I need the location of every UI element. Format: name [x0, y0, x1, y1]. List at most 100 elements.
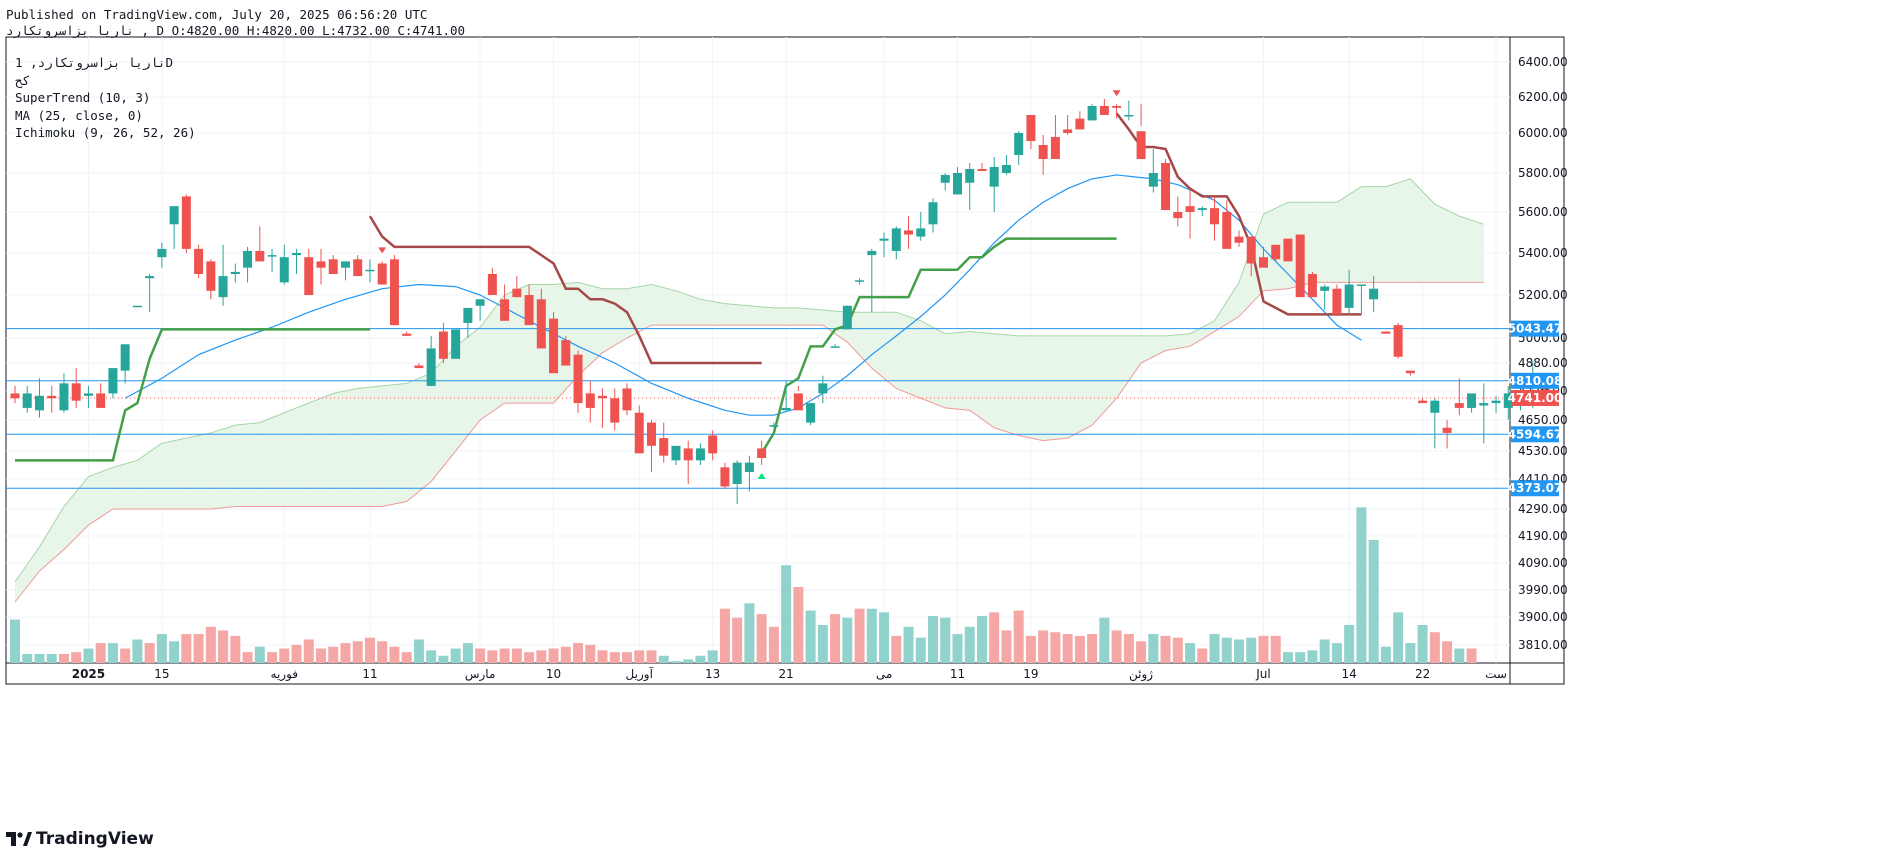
volume-bar [842, 617, 853, 663]
ichimoku-cloud-segment [798, 307, 823, 326]
candle-body [1381, 331, 1391, 334]
volume-bar [548, 648, 559, 663]
volume-bar [1466, 648, 1477, 663]
volume-bar [1393, 612, 1404, 663]
ichimoku-cloud-segment [773, 307, 799, 326]
volume-bar [22, 653, 33, 663]
price-tick-label: 4530.00 [1518, 444, 1568, 458]
supertrend-up [15, 328, 370, 462]
candle-body [1185, 206, 1195, 212]
candle-body [818, 383, 828, 394]
supertrend-up [760, 237, 1117, 454]
hline-price-tag-bg [1511, 320, 1559, 337]
candle-body [1467, 393, 1477, 408]
ichimoku-cloud-segment [847, 312, 872, 369]
volume-bar [1185, 643, 1196, 663]
candle-body [206, 261, 216, 291]
ichimoku-cloud-segment [651, 284, 676, 326]
volume-bar [316, 648, 326, 663]
volume-bar [1038, 630, 1049, 663]
candle-body [671, 445, 681, 461]
time-tick-label: می [876, 667, 892, 681]
candle-body [1246, 236, 1256, 264]
candle-body [598, 395, 608, 399]
volume-bar [475, 648, 486, 663]
candle-body [879, 238, 889, 241]
ichimoku-cloud-segment [1410, 178, 1435, 283]
candle-body [683, 448, 693, 461]
volume-bar [1221, 637, 1232, 663]
volume-bar [609, 652, 620, 663]
candle-body [1405, 370, 1415, 374]
price-tick-label: 3900.00 [1518, 610, 1568, 624]
chart-legend: ناریا بزاسروتکارد, 1D کح SuperTrend (10,… [15, 54, 196, 142]
time-tick-label: مارس [465, 667, 496, 682]
volume-bar [695, 655, 706, 663]
ichimoku-cloud-segment [1190, 320, 1215, 347]
ichimoku-cloud-segment [945, 331, 970, 411]
volume-bar [364, 637, 375, 663]
candle-body [585, 393, 595, 408]
volume-bar [1246, 637, 1257, 663]
ichimoku-cloud-segment [112, 460, 138, 509]
candle-body [438, 331, 448, 359]
volume-bar [144, 643, 155, 663]
volume-bar [1356, 507, 1367, 663]
volume-bar [1197, 648, 1208, 663]
volume-bar [10, 619, 20, 663]
candle-body [1222, 212, 1232, 249]
candle-body [218, 276, 228, 298]
volume-bar [1331, 643, 1342, 663]
volume-bar [744, 603, 755, 663]
ichimoku-cloud-segment [1116, 335, 1142, 399]
candle-body [243, 250, 253, 268]
price-tick-label: 5600.00 [1518, 205, 1568, 219]
volume-bar [181, 634, 192, 663]
candle-body [646, 422, 656, 446]
ichimoku-cloud-segment [210, 425, 236, 509]
volume-bar [450, 648, 461, 663]
volume-bar [242, 652, 253, 663]
legend-supertrend[interactable]: SuperTrend (10, 3) [15, 90, 151, 105]
candle-body [1099, 106, 1109, 115]
ichimoku-cloud-segment [871, 312, 897, 389]
candle-body [132, 305, 142, 308]
candle-body [952, 173, 962, 195]
candle-body [1087, 106, 1097, 121]
candle-body [340, 261, 350, 268]
candle-body [1001, 165, 1011, 173]
ichimoku-cloud-segment [1361, 186, 1386, 283]
volume-bar [781, 565, 792, 663]
candle-body [1442, 427, 1452, 433]
volume-bar [952, 634, 963, 663]
legend-ichimoku[interactable]: Ichimoku (9, 26, 52, 26) [15, 125, 196, 140]
legend-symbol[interactable]: ناریا بزاسروتکارد, 1D [15, 55, 174, 70]
volume-bar [1160, 635, 1171, 663]
candle-body [634, 412, 644, 454]
volume-bar [1344, 624, 1355, 663]
volume-bar [928, 615, 938, 663]
time-tick-label: فوریه [271, 667, 299, 682]
ichimoku-cloud-segment [88, 467, 113, 526]
tradingview-logo[interactable]: TradingView [6, 829, 154, 849]
volume-bar [670, 661, 681, 663]
volume-bar [1368, 539, 1379, 663]
volume-bar [891, 635, 902, 663]
candle-body [353, 259, 363, 277]
ichimoku-cloud-segment [63, 476, 89, 550]
volume-bar [879, 612, 890, 663]
candle-body [891, 228, 901, 251]
ichimoku-cloud-segment [627, 284, 652, 338]
volume-bar [107, 643, 118, 663]
volume-bars [10, 507, 1477, 663]
price-tick-label: 3810.00 [1518, 638, 1568, 652]
candle-body [708, 435, 718, 454]
ohlc-header: ناریا بزاسروتکارد , D O:4820.00 H:4820.0… [6, 23, 466, 38]
hline-price-tag: 4594.67 [1508, 427, 1563, 441]
volume-bar [1025, 635, 1036, 663]
volume-bar [58, 653, 69, 663]
legend-ma[interactable]: MA (25, close, 0) [15, 107, 143, 123]
ichimoku-cloud-segment [284, 403, 309, 507]
volume-bar [719, 608, 730, 663]
